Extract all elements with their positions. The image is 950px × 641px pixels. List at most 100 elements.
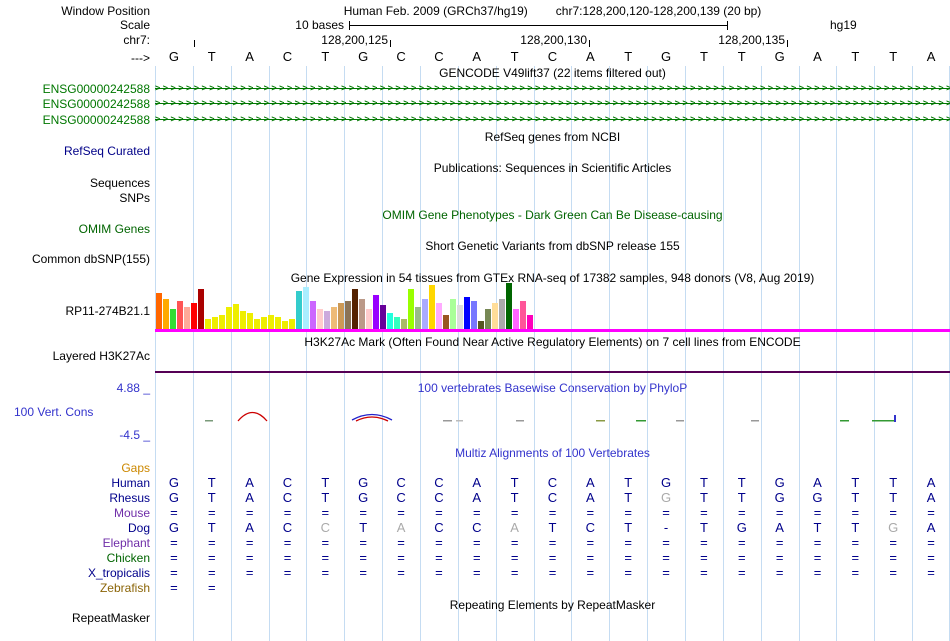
transcript-line xyxy=(155,119,950,120)
repeatmasker-label[interactable]: RepeatMasker xyxy=(71,611,150,625)
gtex-expression-bar[interactable] xyxy=(429,285,435,329)
gtex-expression-bar[interactable] xyxy=(436,303,442,329)
gtex-expression-bar[interactable] xyxy=(478,321,484,329)
gtex-expression-bar[interactable] xyxy=(485,309,491,329)
alignment-base: = xyxy=(359,565,367,580)
alignment-base: A xyxy=(472,475,482,490)
gtex-expression-bar[interactable] xyxy=(275,317,281,329)
gtex-expression-bar[interactable] xyxy=(268,315,274,329)
gtex-expression-bar[interactable] xyxy=(387,313,393,329)
sequences-label[interactable]: Sequences xyxy=(89,176,150,190)
gtex-expression-bar[interactable] xyxy=(170,309,176,329)
common-dbsnp-label[interactable]: Common dbSNP(155) xyxy=(31,252,150,266)
gtex-expression-bar[interactable] xyxy=(457,305,463,329)
gtex-expression-bar[interactable] xyxy=(233,304,239,329)
layered-h3k27ac-label[interactable]: Layered H3K27Ac xyxy=(52,349,150,363)
gencode-item-label[interactable]: ENSG00000242588 xyxy=(42,113,150,127)
gtex-expression-bar[interactable] xyxy=(296,291,302,329)
gtex-expression-bar[interactable] xyxy=(373,295,379,329)
gtex-expression-bar[interactable] xyxy=(401,319,407,329)
gtex-expression-bar[interactable] xyxy=(324,311,330,329)
alignment-base: T xyxy=(207,520,216,535)
gtex-expression-bar[interactable] xyxy=(520,301,526,329)
gtex-expression-bar[interactable] xyxy=(219,315,225,329)
phylop-track-title[interactable]: 100 vertebrates Basewise Conservation by… xyxy=(417,381,688,395)
gtex-expression-bar[interactable] xyxy=(380,305,386,329)
gtex-expression-bar[interactable] xyxy=(289,319,295,329)
gtex-expression-bar[interactable] xyxy=(394,317,400,329)
species-label-x-tropicalis[interactable]: X_tropicalis xyxy=(87,566,150,580)
gtex-expression-bar[interactable] xyxy=(177,301,183,329)
gtex-expression-bar[interactable] xyxy=(191,303,197,329)
gtex-expression-bar[interactable] xyxy=(254,319,260,329)
species-label-chicken[interactable]: Chicken xyxy=(106,551,150,565)
gtex-expression-bar[interactable] xyxy=(415,307,421,329)
sequence-base: A xyxy=(813,49,822,64)
gtex-baseline[interactable] xyxy=(155,329,950,332)
gtex-expression-bar[interactable] xyxy=(464,297,470,329)
alignment-base: = xyxy=(624,550,632,565)
gtex-expression-bar[interactable] xyxy=(359,299,365,329)
gencode-transcript[interactable]: >>>>>>>>>>>>>>>>>>>>>>>>>>>>>>>>>>>>>>>>… xyxy=(155,113,950,126)
gencode-transcript[interactable]: >>>>>>>>>>>>>>>>>>>>>>>>>>>>>>>>>>>>>>>>… xyxy=(155,82,950,95)
gencode-item-label[interactable]: ENSG00000242588 xyxy=(42,82,150,96)
gtex-expression-bar[interactable] xyxy=(331,307,337,329)
gtex-expression-bar[interactable] xyxy=(527,315,533,329)
gtex-expression-bar[interactable] xyxy=(317,309,323,329)
gtex-expression-bar[interactable] xyxy=(184,307,190,329)
multiz-track-title[interactable]: Multiz Alignments of 100 Vertebrates xyxy=(455,446,650,460)
gtex-expression-bar[interactable] xyxy=(303,287,309,329)
gtex-expression-bar[interactable] xyxy=(156,293,162,329)
snps-label[interactable]: SNPs xyxy=(119,191,150,205)
omim-track-title[interactable]: OMIM Gene Phenotypes - Dark Green Can Be… xyxy=(382,208,723,222)
gencode-track-title[interactable]: GENCODE V49lift37 (22 items filtered out… xyxy=(439,66,666,80)
species-label-mouse[interactable]: Mouse xyxy=(113,506,150,520)
gtex-expression-bar[interactable] xyxy=(212,317,218,329)
publications-track-title[interactable]: Publications: Sequences in Scientific Ar… xyxy=(433,161,672,175)
omim-genes-label[interactable]: OMIM Genes xyxy=(78,222,150,236)
gtex-expression-bar[interactable] xyxy=(408,289,414,329)
gtex-gene-label[interactable]: RP11-274B21.1 xyxy=(65,304,150,318)
alignment-base: = xyxy=(435,505,443,520)
gtex-expression-bar[interactable] xyxy=(226,307,232,329)
gtex-expression-bar[interactable] xyxy=(240,311,246,329)
gtex-expression-bar[interactable] xyxy=(450,299,456,329)
gencode-transcript[interactable]: >>>>>>>>>>>>>>>>>>>>>>>>>>>>>>>>>>>>>>>>… xyxy=(155,97,950,110)
gtex-expression-bar[interactable] xyxy=(338,303,344,329)
gtex-expression-bar[interactable] xyxy=(506,283,512,329)
gtex-expression-bar[interactable] xyxy=(198,289,204,329)
gtex-expression-bar[interactable] xyxy=(471,301,477,329)
gtex-expression-bar[interactable] xyxy=(345,301,351,329)
species-label-elephant[interactable]: Elephant xyxy=(102,536,150,550)
alignment-base: C xyxy=(282,490,293,505)
species-label-rhesus[interactable]: Rhesus xyxy=(109,491,150,505)
gtex-expression-bar[interactable] xyxy=(247,313,253,329)
gtex-expression-bar[interactable] xyxy=(513,309,519,329)
gtex-expression-bar[interactable] xyxy=(261,317,267,329)
alignment-base: A xyxy=(586,490,595,505)
gtex-expression-bar[interactable] xyxy=(422,299,428,329)
refseq-curated-label[interactable]: RefSeq Curated xyxy=(63,144,150,158)
gtex-expression-bar[interactable] xyxy=(492,303,498,329)
gtex-expression-bar[interactable] xyxy=(310,301,316,329)
species-label-dog[interactable]: Dog xyxy=(127,521,150,535)
gtex-expression-bar[interactable] xyxy=(163,299,169,329)
h3k27ac-track-title[interactable]: H3K27Ac Mark (Often Found Near Active Re… xyxy=(304,335,801,349)
species-label-zebrafish[interactable]: Zebrafish xyxy=(99,581,150,595)
species-label-gaps[interactable]: Gaps xyxy=(121,461,150,475)
refseq-track-title[interactable]: RefSeq genes from NCBI xyxy=(484,130,621,144)
repeatmasker-track-title[interactable]: Repeating Elements by RepeatMasker xyxy=(449,598,656,612)
gtex-track-title[interactable]: Gene Expression in 54 tissues from GTEx … xyxy=(290,271,815,285)
dbsnp-track-title[interactable]: Short Genetic Variants from dbSNP releas… xyxy=(425,239,680,253)
h3k27ac-signal-line[interactable] xyxy=(155,371,950,373)
alignment-base: = xyxy=(245,550,254,565)
gencode-item-label[interactable]: ENSG00000242588 xyxy=(42,97,150,111)
vert-cons-label[interactable]: 100 Vert. Cons xyxy=(14,405,94,419)
gtex-expression-bar[interactable] xyxy=(366,309,372,329)
gtex-expression-bar[interactable] xyxy=(499,299,505,329)
gtex-expression-bar[interactable] xyxy=(282,321,288,329)
gtex-expression-bar[interactable] xyxy=(443,315,449,329)
species-label-human[interactable]: Human xyxy=(111,476,150,490)
gtex-expression-bar[interactable] xyxy=(352,289,358,329)
gtex-expression-bar[interactable] xyxy=(205,319,211,329)
